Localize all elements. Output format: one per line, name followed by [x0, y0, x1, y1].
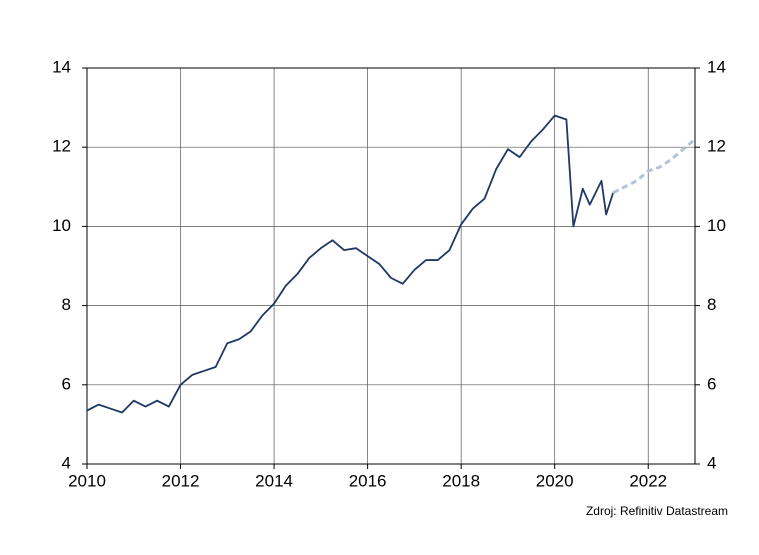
x-tick-label: 2018: [442, 471, 480, 490]
data-line: [86, 114, 615, 414]
y2-tick-label: 10: [707, 216, 726, 235]
y-tick-label: 6: [62, 374, 71, 393]
y-tick-label: 8: [62, 295, 71, 314]
x-tick-label: 2020: [536, 471, 574, 490]
y2-tick-label: 14: [707, 57, 726, 76]
y2-tick-label: 4: [707, 453, 716, 472]
y2-tick-label: 8: [707, 295, 716, 314]
y-tick-label: 12: [52, 137, 71, 156]
x-tick-label: 2012: [162, 471, 200, 490]
x-tick-label: 2010: [68, 471, 106, 490]
y-tick-label: 10: [52, 216, 71, 235]
x-tick-label: 2022: [629, 471, 667, 490]
source-note: Zdroj: Refinitiv Datastream: [586, 504, 728, 518]
plot-frame: [86, 67, 696, 465]
y-tick-label: 4: [62, 453, 71, 472]
y2-tick-label: 6: [707, 374, 716, 393]
data-line: [612, 138, 696, 195]
y2-tick-label: 12: [707, 137, 726, 156]
x-tick-label: 2014: [255, 471, 293, 490]
y-tick-label: 14: [52, 57, 71, 76]
x-tick-label: 2016: [349, 471, 387, 490]
